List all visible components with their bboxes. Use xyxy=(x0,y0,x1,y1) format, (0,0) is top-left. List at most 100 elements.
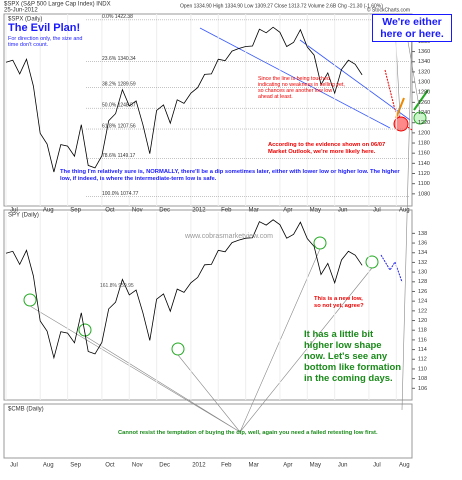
fib-label: 23.6% 1340.34 xyxy=(102,56,136,62)
y-tick-label: 1320 xyxy=(418,69,430,75)
y-tick-label: 1180 xyxy=(418,140,430,146)
symbol: $SPX (S&P 500 Large Cap Index) INDX xyxy=(4,2,111,8)
y-tick-label: 1220 xyxy=(418,120,430,126)
x-tick-label: Aug xyxy=(43,463,54,469)
annotation: The Evil Plan! xyxy=(8,22,81,34)
x-tick-label: Nov xyxy=(132,208,143,214)
y-tick-label: 1280 xyxy=(418,90,430,96)
y-tick-label: 1360 xyxy=(418,49,430,55)
y-tick-label: 1100 xyxy=(418,181,430,187)
annotation: The thing I'm relatively sure is, NORMAL… xyxy=(60,169,400,182)
y-tick-label: 126 xyxy=(418,289,427,295)
y-tick-label: 1120 xyxy=(418,171,430,177)
fib-label: 0.0% 1422.38 xyxy=(102,14,133,20)
circle-marker xyxy=(313,236,327,250)
price-line xyxy=(5,26,363,173)
arrow xyxy=(413,89,429,111)
fib-label: 38.2% 1289.59 xyxy=(102,82,136,88)
circle-marker xyxy=(171,342,185,356)
x-tick-label: Sep xyxy=(70,463,81,469)
x-tick-label: May xyxy=(310,208,321,214)
legend: $CMB (Daily) xyxy=(8,407,44,413)
y-tick-label: 112 xyxy=(418,357,427,363)
circle-marker xyxy=(365,255,379,269)
pointer-line xyxy=(29,248,373,433)
x-tick-label: Feb xyxy=(221,208,232,214)
y-tick-label: 1340 xyxy=(418,59,430,65)
price-line xyxy=(5,219,363,360)
circle-marker xyxy=(393,116,409,132)
y-tick-label: 122 xyxy=(418,308,427,314)
fib-label: 50.0% 1248.57 xyxy=(102,103,136,109)
y-tick-label: 1080 xyxy=(418,191,430,197)
y-tick-label: 138 xyxy=(418,231,427,237)
annotation: It has a little bit higher low shape now… xyxy=(304,329,402,384)
annotation: According to the evidence shown on 06/07… xyxy=(268,142,386,155)
x-tick-label: Sep xyxy=(70,208,81,214)
y-tick-label: 136 xyxy=(418,241,427,247)
x-tick-label: Oct xyxy=(105,463,115,469)
x-tick-label: Jul xyxy=(373,208,381,214)
annotation: For direction only, the size and time do… xyxy=(8,36,83,49)
x-tick-label: Aug xyxy=(399,463,410,469)
x-tick-label: Aug xyxy=(43,208,54,214)
projection xyxy=(384,69,413,131)
y-tick-label: 1200 xyxy=(418,130,430,136)
x-tick-label: Jul xyxy=(10,208,18,214)
x-tick-label: Jul xyxy=(373,463,381,469)
y-tick-label: 116 xyxy=(418,337,427,343)
legend: $SPX (Daily) xyxy=(8,17,42,23)
annotation: Cannot resist the temptation of buying t… xyxy=(118,430,378,436)
panel-frame xyxy=(3,403,413,459)
fib-label: 61.8% 1207.56 xyxy=(102,123,136,129)
x-tick-label: Oct xyxy=(105,208,115,214)
x-tick-label: Jun xyxy=(338,208,348,214)
trend-line xyxy=(299,39,411,121)
annotation: www.cobrasmarketview.com xyxy=(185,233,273,240)
fib-label: 78.6% 1149.17 xyxy=(102,153,135,159)
x-tick-label: Dec xyxy=(159,463,170,469)
x-tick-label: Apr xyxy=(283,463,292,469)
legend: SPY (Daily) xyxy=(8,213,39,219)
y-tick-label: 1240 xyxy=(418,110,430,116)
annotation: 161.8% 959.95 xyxy=(100,283,134,289)
y-tick-label: 114 xyxy=(418,347,427,353)
y-tick-label: 120 xyxy=(418,318,427,324)
date: 25-Jun-2012 xyxy=(4,8,38,14)
y-tick-label: 134 xyxy=(418,250,427,256)
y-tick-label: 108 xyxy=(418,376,427,382)
y-tick-label: 106 xyxy=(418,386,427,392)
projection xyxy=(380,254,403,283)
y-tick-label: 132 xyxy=(418,260,427,266)
x-tick-label: 2012 xyxy=(192,208,206,214)
x-tick-label: Jun xyxy=(338,463,348,469)
panel-frame xyxy=(3,209,413,401)
quote: Open 1334.90 High 1334.90 Low 1309.27 Cl… xyxy=(180,3,383,9)
panel-frame xyxy=(3,13,413,207)
x-tick-label: Aug xyxy=(399,208,410,214)
x-tick-label: Mar xyxy=(248,463,258,469)
x-tick-label: Nov xyxy=(132,463,143,469)
trend-line xyxy=(199,27,391,129)
y-tick-label: 124 xyxy=(418,299,427,305)
y-tick-label: 1260 xyxy=(418,100,430,106)
x-tick-label: Mar xyxy=(248,208,258,214)
y-tick-label: 130 xyxy=(418,270,427,276)
x-tick-label: Feb xyxy=(221,463,232,469)
annotation: We're either here or here. xyxy=(372,14,452,43)
annotation: This is a new low, so not yet, agree? xyxy=(314,296,364,309)
y-tick-label: 1140 xyxy=(418,161,430,167)
circle-marker xyxy=(23,293,37,307)
y-tick-label: 110 xyxy=(418,366,427,372)
fib-label: 100.0% 1074.77 xyxy=(102,191,139,197)
x-tick-label: Dec xyxy=(159,208,170,214)
x-tick-label: Jul xyxy=(10,463,18,469)
y-tick-label: 128 xyxy=(418,279,427,285)
x-tick-label: May xyxy=(310,463,321,469)
annotation: Since the line is being touched indicati… xyxy=(258,76,345,101)
credit: © StockCharts.com xyxy=(367,6,410,13)
y-tick-label: 1300 xyxy=(418,80,430,86)
x-tick-label: Apr xyxy=(283,208,292,214)
